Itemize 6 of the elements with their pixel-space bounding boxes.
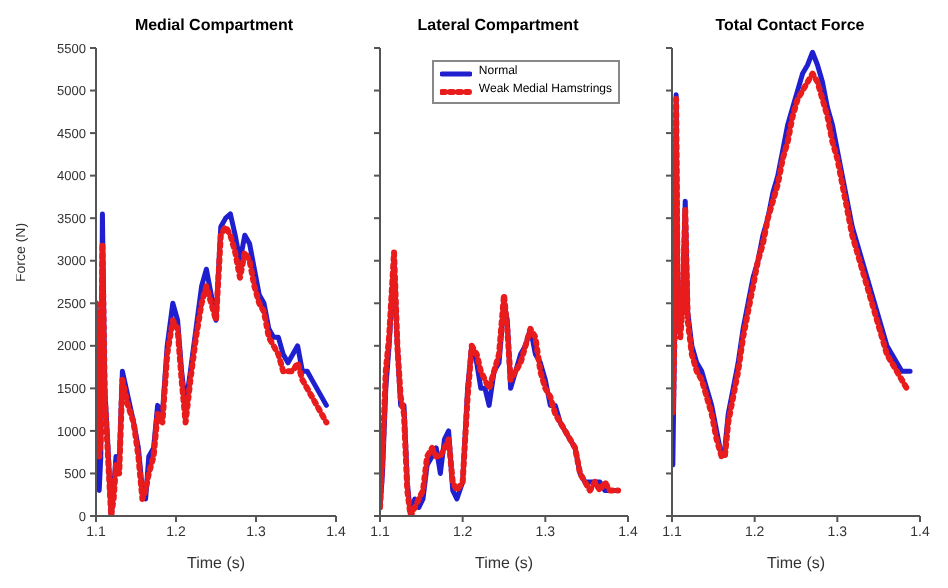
chart-title: Lateral Compartment [415,16,581,38]
chart-title: Total Contact Force [713,16,867,38]
x-axis-title: Time (s) [766,554,826,572]
chart-title: Medial Compartment [132,16,296,38]
x-axis-title: Time (s) [474,554,534,572]
x-axis-title: Time (s) [186,554,246,572]
